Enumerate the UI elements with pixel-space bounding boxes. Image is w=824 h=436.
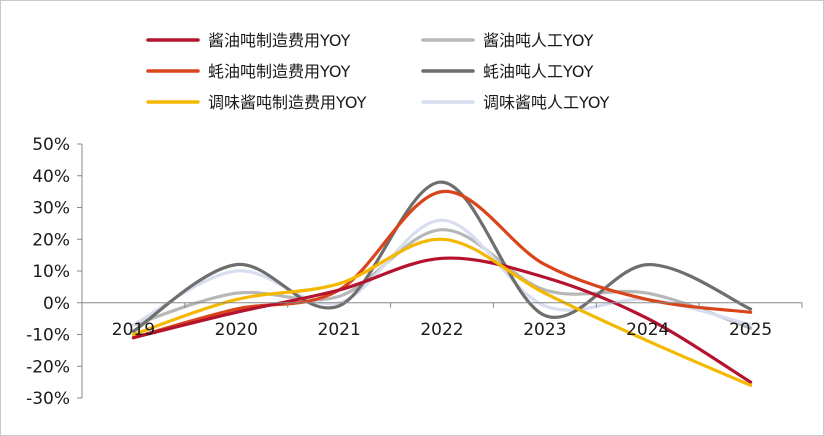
y-axis-tick-marks [77,143,82,399]
x-tick-label: 2025 [729,320,772,340]
series-line-1 [131,256,753,384]
x-tick-label: 2019 [112,320,155,340]
y-tick-label: -30% [26,389,70,409]
series-line-2 [131,228,753,330]
series-line-6 [131,218,753,327]
x-tick-label: 2023 [523,320,566,340]
legend-label-2: 酱油吨人工YOY [483,31,594,50]
y-tick-label: 40% [32,167,70,187]
legend-label-1: 酱油吨制造费用YOY [208,31,351,50]
y-tick-label: 50% [32,135,70,155]
y-axis-tick-labels: 50% 40% 30% 20% 10% 0% -10% -20% -30% [26,135,70,409]
x-axis-tick-labels: 2019 2020 2021 2022 2023 2024 2025 [112,320,772,340]
y-tick-label: 0% [43,294,70,314]
y-tick-label: 30% [32,199,70,219]
legend-label-6: 调味酱吨人工YOY [483,93,610,112]
x-axis-tick-marks [81,302,803,308]
y-tick-label: 10% [32,262,70,282]
legend: 酱油吨制造费用YOY 酱油吨人工YOY 蚝油吨制造费用YOY 蚝油吨人工YOY 调味酱吨… [146,31,610,112]
x-tick-label: 2020 [215,320,258,340]
legend-label-4: 蚝油吨人工YOY [483,62,594,81]
y-tick-label: -20% [26,357,70,377]
series-line-5 [131,237,753,387]
x-tick-label: 2022 [420,320,463,340]
legend-label-5: 调味酱吨制造费用YOY [208,93,367,112]
series-lines [131,180,753,387]
y-tick-label: -10% [26,326,70,346]
series-line-3 [131,189,753,340]
y-tick-label: 20% [32,230,70,250]
legend-label-3: 蚝油吨制造费用YOY [208,62,351,81]
x-tick-label: 2021 [318,320,361,340]
x-tick-label: 2024 [626,320,669,340]
series-line-4 [131,180,753,333]
